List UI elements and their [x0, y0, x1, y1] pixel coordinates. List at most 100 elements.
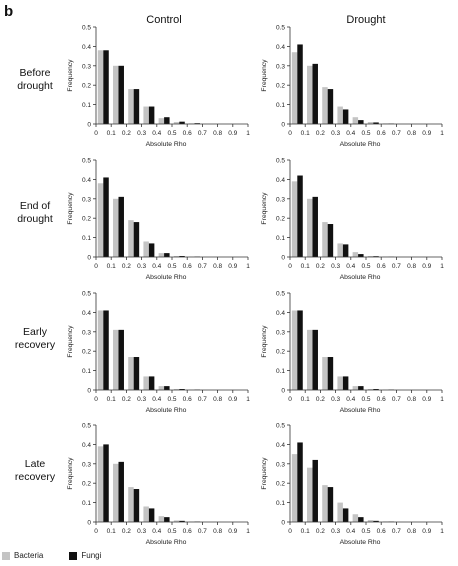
- bar-fungi: [358, 517, 364, 522]
- x-tick-label: 0.7: [392, 528, 401, 535]
- y-tick-label: 0.4: [82, 442, 91, 449]
- x-tick-label: 0.2: [122, 263, 131, 270]
- histogram-drought-late-recovery: 0 0.1 0.2 0.3 0.4 0.5 0 0.1 0.2 0.3 0.4 0.5 0.6 0.7 0.…: [261, 423, 444, 547]
- x-tick-label: 0.3: [137, 396, 146, 403]
- y-axis-label: Frequency: [67, 457, 74, 490]
- bar-bacteria: [113, 198, 119, 257]
- bar-fungi: [373, 122, 379, 124]
- x-tick-label: 0.5: [361, 130, 370, 137]
- bar-bacteria: [143, 106, 149, 124]
- y-tick-label: 0.1: [276, 368, 285, 375]
- x-tick-label: 0.2: [316, 528, 325, 535]
- y-tick-label: 0.1: [82, 102, 91, 109]
- bar-bacteria: [337, 376, 343, 390]
- y-tick-label: 0.1: [82, 500, 91, 507]
- bar-fungi: [327, 487, 334, 522]
- x-tick-label: 0.1: [107, 528, 116, 535]
- x-axis-label: Absolute Rho: [146, 407, 187, 414]
- x-tick-label: 0.6: [377, 130, 386, 137]
- x-tick-label: 0: [288, 396, 292, 403]
- legend-swatch-bacteria: [2, 551, 10, 560]
- x-tick-label: 1: [440, 130, 444, 137]
- legend-label-bacteria: Bacteria: [14, 551, 44, 560]
- bar-fungi: [179, 121, 185, 124]
- row-label-end-of-drought: End of drought: [17, 200, 53, 225]
- y-tick-label: 0.2: [276, 481, 285, 488]
- y-tick-label: 0.2: [82, 216, 91, 223]
- x-tick-label: 0.1: [301, 130, 310, 137]
- bar-fungi: [297, 310, 303, 390]
- bar-fungi: [148, 243, 155, 257]
- y-tick-label: 0.2: [82, 83, 91, 90]
- bar-bacteria: [97, 50, 104, 124]
- bar-bacteria: [128, 487, 134, 522]
- y-tick-label: 0.5: [276, 25, 285, 32]
- bar-bacteria: [352, 252, 359, 257]
- x-tick-label: 0.8: [213, 263, 222, 270]
- x-axis-label: Absolute Rho: [340, 407, 381, 414]
- x-tick-label: 0.6: [183, 528, 192, 535]
- x-tick-label: 0.1: [301, 396, 310, 403]
- x-tick-label: 0: [94, 396, 98, 403]
- bar-bacteria: [367, 122, 374, 124]
- bar-bacteria: [291, 454, 298, 522]
- column-title-drought: Drought: [346, 14, 386, 26]
- y-tick-label: 0.2: [82, 349, 91, 356]
- x-axis-label: Absolute Rho: [146, 141, 187, 148]
- bar-bacteria: [367, 389, 374, 390]
- bar-bacteria: [352, 514, 359, 522]
- y-tick-label: 0.2: [276, 349, 285, 356]
- x-tick-label: 0: [94, 130, 98, 137]
- y-tick-label: 0.5: [276, 423, 285, 430]
- bar-fungi: [297, 442, 303, 522]
- x-tick-label: 0.9: [422, 528, 431, 535]
- bar-bacteria: [337, 502, 343, 522]
- y-axis-label: Frequency: [261, 457, 268, 490]
- x-tick-label: 0.6: [183, 263, 192, 270]
- bar-bacteria: [158, 386, 165, 390]
- y-tick-label: 0.5: [82, 291, 91, 298]
- bar-bacteria: [322, 357, 328, 390]
- x-tick-label: 0.8: [407, 396, 416, 403]
- y-tick-label: 0.2: [276, 216, 285, 223]
- x-axis-label: Absolute Rho: [340, 274, 381, 281]
- y-tick-label: 0: [281, 388, 285, 395]
- x-tick-label: 0.2: [122, 130, 131, 137]
- bar-fungi: [179, 256, 185, 257]
- row-label-before-drought: Before drought: [17, 67, 53, 92]
- x-tick-label: 0.5: [167, 528, 176, 535]
- bar-fungi: [103, 444, 109, 522]
- bar-fungi: [133, 89, 140, 124]
- x-tick-label: 0.2: [316, 263, 325, 270]
- bar-bacteria: [128, 357, 134, 390]
- x-tick-label: 0.3: [331, 130, 340, 137]
- x-tick-label: 0.3: [331, 396, 340, 403]
- x-tick-label: 0.1: [301, 528, 310, 535]
- bar-bacteria: [158, 516, 165, 522]
- bar-fungi: [312, 459, 318, 522]
- bar-fungi: [342, 508, 349, 522]
- bar-bacteria: [128, 220, 134, 257]
- x-tick-label: 0.6: [183, 396, 192, 403]
- y-tick-label: 0.3: [82, 329, 91, 336]
- x-axis-label: Absolute Rho: [340, 141, 381, 148]
- row-label-early-recovery: Early recovery: [14, 326, 56, 351]
- bar-bacteria: [291, 52, 298, 124]
- bar-fungi: [327, 224, 334, 257]
- x-tick-label: 0.4: [152, 263, 161, 270]
- x-tick-label: 0: [288, 528, 292, 535]
- y-tick-label: 0.3: [276, 329, 285, 336]
- bar-bacteria: [307, 65, 313, 124]
- y-tick-label: 0.4: [82, 310, 91, 317]
- x-axis-label: Absolute Rho: [146, 274, 187, 281]
- x-tick-label: 1: [440, 528, 444, 535]
- y-tick-label: 0.4: [276, 310, 285, 317]
- bar-bacteria: [113, 463, 119, 522]
- x-tick-label: 0.5: [361, 263, 370, 270]
- y-tick-label: 0.2: [276, 83, 285, 90]
- bar-bacteria: [158, 253, 165, 257]
- bar-bacteria: [322, 485, 328, 522]
- x-tick-label: 0.7: [198, 263, 207, 270]
- bar-fungi: [297, 44, 303, 124]
- bar-bacteria: [307, 467, 313, 522]
